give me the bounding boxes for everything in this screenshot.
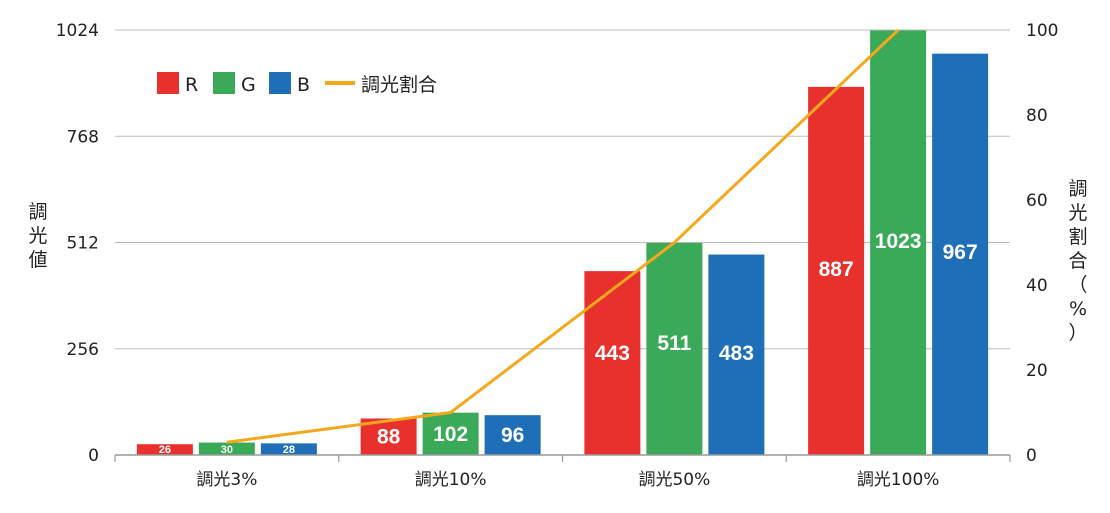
- y-tick-label: 512: [67, 234, 99, 254]
- y-tick-label: 256: [67, 340, 99, 360]
- bar-value-label: 88: [377, 426, 401, 449]
- bar-value-label: 483: [719, 342, 754, 365]
- bar-value-label: 30: [221, 444, 233, 456]
- bar-b: [932, 53, 989, 455]
- bar-value-label: 96: [501, 424, 524, 447]
- legend-swatch-r: [157, 72, 179, 94]
- bar-value-label: 887: [819, 258, 854, 281]
- bar-value-label: 26: [159, 444, 171, 456]
- y-tick-label: 0: [88, 446, 99, 466]
- legend-label: R: [185, 74, 198, 96]
- bars: 26 88 443 887 30 102 511 1023 28 96 483 967: [136, 30, 989, 456]
- legend: R G B 調光割合: [157, 72, 437, 96]
- x-tick-label: 調光50%: [638, 470, 710, 490]
- y2-tick-label: 100: [1026, 21, 1058, 41]
- bar-b: [708, 254, 765, 455]
- y2-tick-label: 80: [1026, 106, 1048, 126]
- ratio-polyline: [226, 28, 900, 444]
- bar-value-label: 967: [943, 241, 978, 264]
- bar-b: [484, 415, 541, 455]
- bar-b: [260, 443, 317, 455]
- bar-value-label: 1023: [875, 230, 922, 253]
- bar-g: [422, 412, 479, 455]
- y-tick-label: 1024: [56, 21, 99, 41]
- bar-value-label: 102: [433, 423, 468, 446]
- legend-label: G: [241, 74, 256, 96]
- legend-label: B: [297, 74, 310, 96]
- y2-tick-label: 40: [1026, 276, 1048, 296]
- y-axis-title: 調光値: [28, 201, 47, 271]
- axes: 0 256 512 768 1024 0 20 40 60 80 100 調光3% 調光10% 調光50%…: [56, 21, 1059, 490]
- legend-swatch-b: [269, 72, 291, 94]
- bar-g: [198, 442, 255, 455]
- x-tick-label: 調光100%: [857, 470, 940, 490]
- bar-r: [136, 444, 193, 455]
- legend-swatch-g: [213, 72, 235, 94]
- bar-value-label: 443: [595, 342, 630, 365]
- y2-axis-title: 調光割合（%）: [1068, 178, 1087, 344]
- ratio-line: [226, 28, 900, 444]
- y2-tick-label: 0: [1026, 446, 1037, 466]
- y2-tick-label: 20: [1026, 361, 1048, 381]
- bar-r: [808, 86, 865, 455]
- x-tick-label: 調光3%: [196, 470, 257, 490]
- bar-g: [870, 30, 927, 455]
- y-tick-label: 768: [67, 127, 99, 147]
- bar-value-label: 28: [283, 444, 295, 456]
- bar-r: [584, 271, 641, 455]
- bar-g: [646, 242, 703, 455]
- y2-tick-label: 60: [1026, 191, 1048, 211]
- x-tick-label: 調光10%: [415, 470, 487, 490]
- bar-value-label: 511: [657, 332, 691, 355]
- legend-label: 調光割合: [361, 74, 437, 96]
